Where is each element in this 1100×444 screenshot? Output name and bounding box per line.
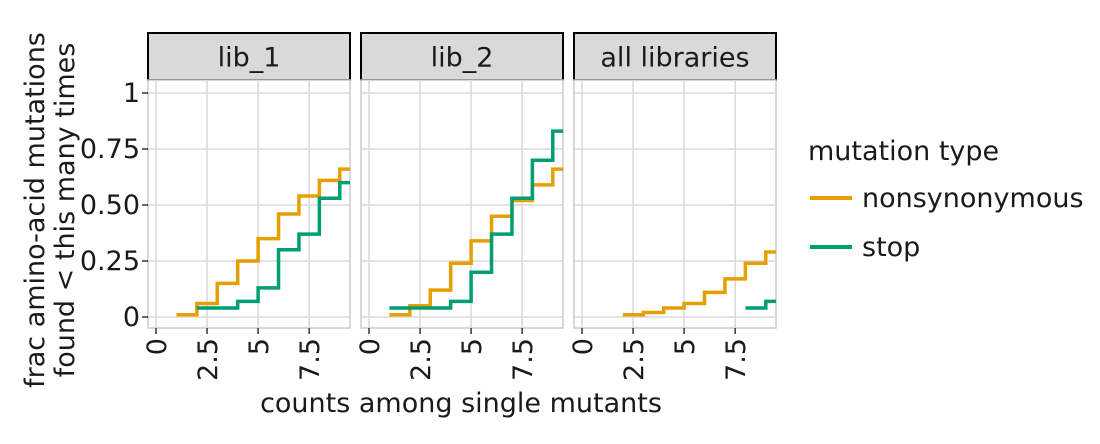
x-axis-title: counts among single mutants — [260, 388, 662, 419]
facet-strip-all-libraries — [573, 32, 777, 81]
facet-label-lib-1: lib_1 — [218, 43, 281, 74]
facet-strip-lib-2 — [360, 32, 564, 81]
y-tick-label: 0.25 — [80, 246, 140, 277]
legend: mutation type nonsynonymous stop — [808, 136, 1084, 263]
x-tick-label: 7.5 — [508, 338, 539, 381]
legend-title: mutation type — [808, 136, 999, 167]
x-tick-label: 2.5 — [193, 338, 224, 381]
step-line-stop — [389, 129, 563, 310]
facet-label-lib-2: lib_2 — [431, 43, 494, 74]
step-line-nonsynonymous — [389, 167, 563, 317]
y-axis-title-line-1: frac amino-acid mutations — [20, 32, 51, 388]
y-tick-label: 0 — [123, 302, 140, 333]
step-line-stop — [745, 299, 776, 310]
panel-background — [573, 79, 777, 329]
x-tick-label: 0 — [142, 338, 173, 355]
panel-all-libraries: all libraries 0 2.5 5 7.5 — [568, 32, 777, 381]
x-tick-label: 7.5 — [721, 338, 752, 381]
y-tick-label: 0.75 — [80, 134, 140, 165]
x-tick-label: 5 — [457, 338, 488, 355]
step-line-nonsynonymous — [622, 250, 776, 317]
panel-background — [360, 79, 564, 329]
x-tick-label: 7.5 — [295, 338, 326, 381]
panel-lib-1: lib_1 0 2.5 5 7.5 — [142, 32, 351, 381]
x-tick-label: 0 — [355, 338, 386, 355]
x-tick-label: 5 — [244, 338, 275, 355]
panel-background — [147, 79, 351, 329]
panel-lib-2: lib_2 0 2.5 5 7.5 — [355, 32, 564, 381]
y-tick-label: 1 — [123, 78, 140, 109]
legend-label-stop: stop — [862, 232, 920, 263]
x-tick-label: 2.5 — [619, 338, 650, 381]
x-tick-label: 5 — [670, 338, 701, 355]
legend-label-nonsynonymous: nonsynonymous — [862, 183, 1084, 214]
x-tick-label: 2.5 — [406, 338, 437, 381]
facet-strip-lib-1 — [147, 32, 351, 81]
y-tick-label: 0.50 — [80, 190, 140, 221]
facet-label-all-libraries: all libraries — [600, 43, 749, 74]
x-tick-label: 0 — [568, 338, 599, 355]
step-line-stop — [196, 180, 350, 310]
panels: lib_1 0 2.5 5 7.5 lib_2 0 2.5 5 7.5 all libraries 0… — [142, 32, 777, 381]
y-axis-title-line-2: found < this many times — [50, 43, 81, 378]
step-line-nonsynonymous — [176, 167, 350, 317]
